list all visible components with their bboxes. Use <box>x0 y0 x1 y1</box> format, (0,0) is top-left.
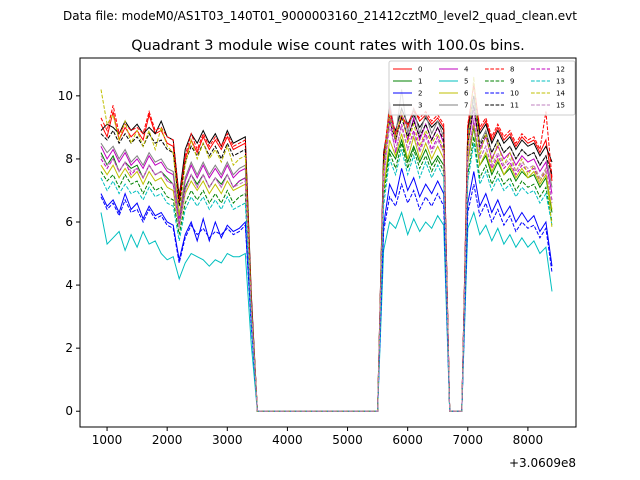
y-tick-label: 6 <box>65 215 73 229</box>
legend-label-12: 12 <box>556 66 565 74</box>
x-tick-label: 8000 <box>513 433 544 447</box>
legend-label-7: 7 <box>464 102 468 110</box>
legend-label-3: 3 <box>418 102 422 110</box>
chart-title: Quadrant 3 module wise count rates with … <box>131 38 525 54</box>
x-tick-label: 7000 <box>453 433 484 447</box>
figure-suptitle: Data file: modeM0/AS1T03_140T01_90000031… <box>63 9 577 23</box>
x-tick-label: 5000 <box>332 433 363 447</box>
x-tick-label: 1000 <box>92 433 123 447</box>
legend-label-14: 14 <box>556 90 565 98</box>
series-line-14 <box>100 76 553 412</box>
legend-label-0: 0 <box>418 66 422 74</box>
legend-label-4: 4 <box>464 66 469 74</box>
axes-frame <box>79 57 577 428</box>
y-tick-label: 4 <box>65 278 73 292</box>
legend-label-6: 6 <box>464 90 469 98</box>
series-line-8 <box>100 86 553 412</box>
legend-label-8: 8 <box>510 66 514 74</box>
y-tick-label: 10 <box>58 89 73 103</box>
x-tick-label: 4000 <box>272 433 303 447</box>
series-line-15 <box>100 117 553 412</box>
legend-label-13: 13 <box>556 78 565 86</box>
legend-label-2: 2 <box>418 90 422 98</box>
series-group <box>100 76 553 412</box>
axis-ticks: 1000 2000 3000 4000 5000 6000 7000 8000 0 2 4 6 8 10 <box>58 89 543 447</box>
x-tick-label: 6000 <box>392 433 423 447</box>
x-offset-label: +3.0609e8 <box>509 456 576 470</box>
y-tick-label: 8 <box>65 152 73 166</box>
legend-label-1: 1 <box>418 78 422 86</box>
legend-label-10: 10 <box>510 90 519 98</box>
legend-frame <box>388 60 576 116</box>
y-tick-label: 2 <box>65 341 73 355</box>
x-tick-label: 2000 <box>152 433 183 447</box>
x-tick-label: 3000 <box>212 433 243 447</box>
legend-label-9: 9 <box>510 78 514 86</box>
legend-label-15: 15 <box>556 102 565 110</box>
y-tick-label: 0 <box>65 404 73 418</box>
legend-label-11: 11 <box>510 102 519 110</box>
legend-label-5: 5 <box>464 78 468 86</box>
